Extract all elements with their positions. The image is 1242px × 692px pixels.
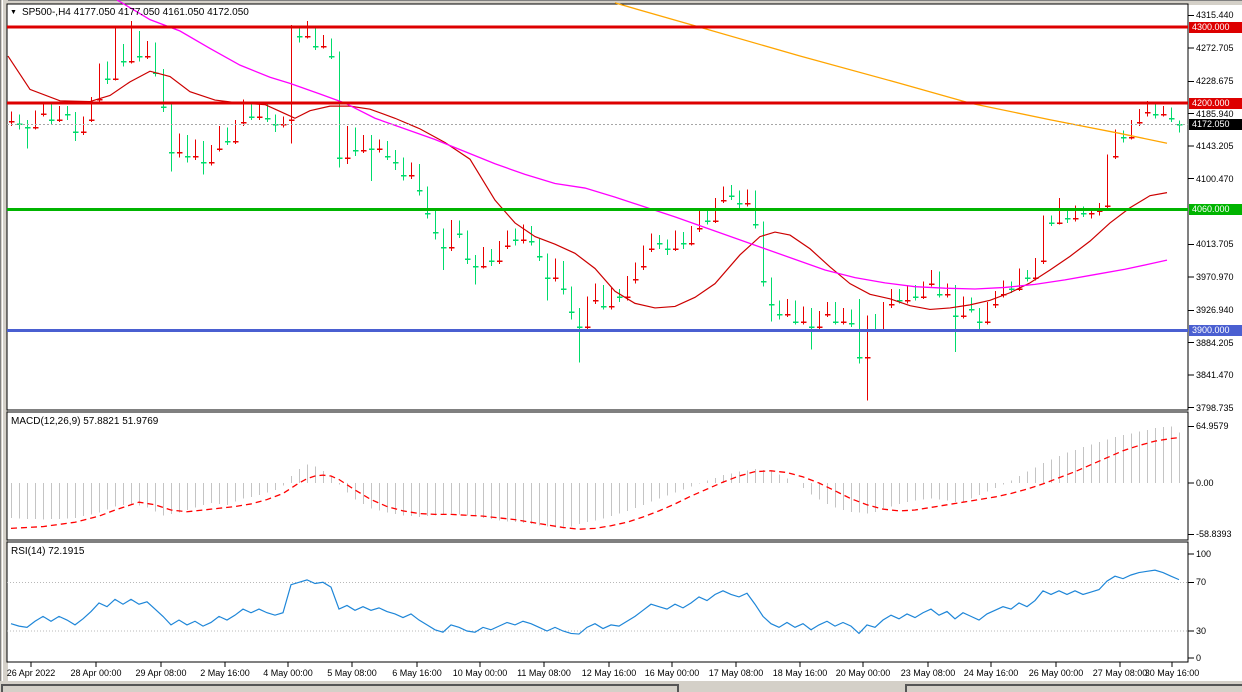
time-axis-label: 28 Apr 00:00	[70, 668, 122, 678]
time-axis-label: 10 May 00:00	[452, 668, 508, 678]
rsi-indicator-label: RSI(14) 72.1915	[11, 546, 84, 557]
macd-indicator-label: MACD(12,26,9) 57.8821 51.9769	[11, 416, 158, 427]
time-axis-label: 24 May 16:00	[963, 668, 1019, 678]
background-window-edge-right[interactable]	[905, 684, 1242, 692]
symbol-title: SP500-,H4	[21, 7, 71, 18]
time-axis-label: 26 May 00:00	[1028, 668, 1084, 678]
time-axis-label: 16 May 00:00	[644, 668, 700, 678]
rsi-axis-label: 30	[1196, 626, 1207, 636]
time-axis-label: 30 May 16:00	[1144, 668, 1200, 678]
rsi-axis-label: 0	[1196, 653, 1202, 663]
macd-axis-label: 64.9579	[1196, 421, 1229, 432]
price-axis-label: 4228.675	[1196, 76, 1234, 87]
macd-name: MACD(12,26,9)	[11, 416, 81, 427]
time-axis-label: 2 May 16:00	[200, 668, 250, 678]
rsi-axis-label: 100	[1196, 549, 1212, 559]
price-axis-label: 4185.940	[1196, 108, 1234, 119]
window-top-border	[0, 0, 1242, 5]
price-level-badge: 4300.000	[1189, 21, 1242, 33]
symbol-dropdown-icon[interactable]: ▼	[10, 9, 17, 16]
time-axis-label: 20 May 00:00	[835, 668, 891, 678]
time-axis-label: 11 May 08:00	[517, 668, 571, 678]
macd-axis-label: 0.00	[1196, 478, 1214, 488]
window-left-border	[0, 0, 8, 692]
price-axis-label: 3926.940	[1196, 305, 1234, 316]
price-axis-label: 3970.970	[1196, 271, 1234, 282]
price-level-badge: 3900.000	[1189, 325, 1242, 337]
price-axis-label: 4315.440	[1196, 10, 1234, 21]
time-axis-label: 12 May 16:00	[581, 668, 637, 678]
price-axis-label: 4143.205	[1196, 141, 1234, 152]
bottom-windows-strip	[0, 681, 1242, 692]
time-axis-label: 29 Apr 08:00	[135, 668, 187, 678]
ohlc-values: 4177.050 4177.050 4161.050 4172.050	[73, 7, 249, 18]
symbol-header: ▼ SP500-,H4 4177.050 4177.050 4161.050 41…	[10, 7, 249, 18]
time-axis-label: 18 May 16:00	[772, 668, 828, 678]
price-level-badge: 4172.050	[1189, 118, 1242, 130]
macd-axis-label: -58.8393	[1196, 529, 1232, 540]
price-axis-label: 3798.735	[1196, 402, 1234, 413]
time-axis-label: 4 May 00:00	[263, 668, 313, 678]
rsi-axis-label: 70	[1196, 577, 1207, 588]
time-axis-label: 17 May 08:00	[708, 668, 764, 678]
price-axis-label: 4013.705	[1196, 239, 1234, 250]
price-axis-label: 3841.470	[1196, 370, 1234, 381]
time-axis-label: 27 May 08:00	[1092, 668, 1148, 678]
time-axis-label: 6 May 16:00	[392, 668, 442, 678]
time-axis-label: 23 May 08:00	[900, 668, 956, 678]
price-axis-label: 4272.705	[1196, 42, 1234, 53]
price-level-badge: 4060.000	[1189, 203, 1242, 215]
price-axis-label: 3884.205	[1196, 337, 1234, 348]
price-axis-label: 4100.470	[1196, 173, 1234, 184]
background-window-edge-left[interactable]	[1, 684, 679, 692]
price-level-badge: 4200.000	[1189, 97, 1242, 109]
macd-main-value: 57.8821	[83, 416, 120, 427]
time-axis-label: 26 Apr 2022	[6, 668, 56, 678]
rsi-value: 72.1915	[48, 546, 85, 557]
rsi-name: RSI(14)	[11, 546, 46, 557]
macd-signal-value: 51.9769	[122, 416, 159, 427]
time-axis-label: 5 May 08:00	[327, 668, 377, 678]
